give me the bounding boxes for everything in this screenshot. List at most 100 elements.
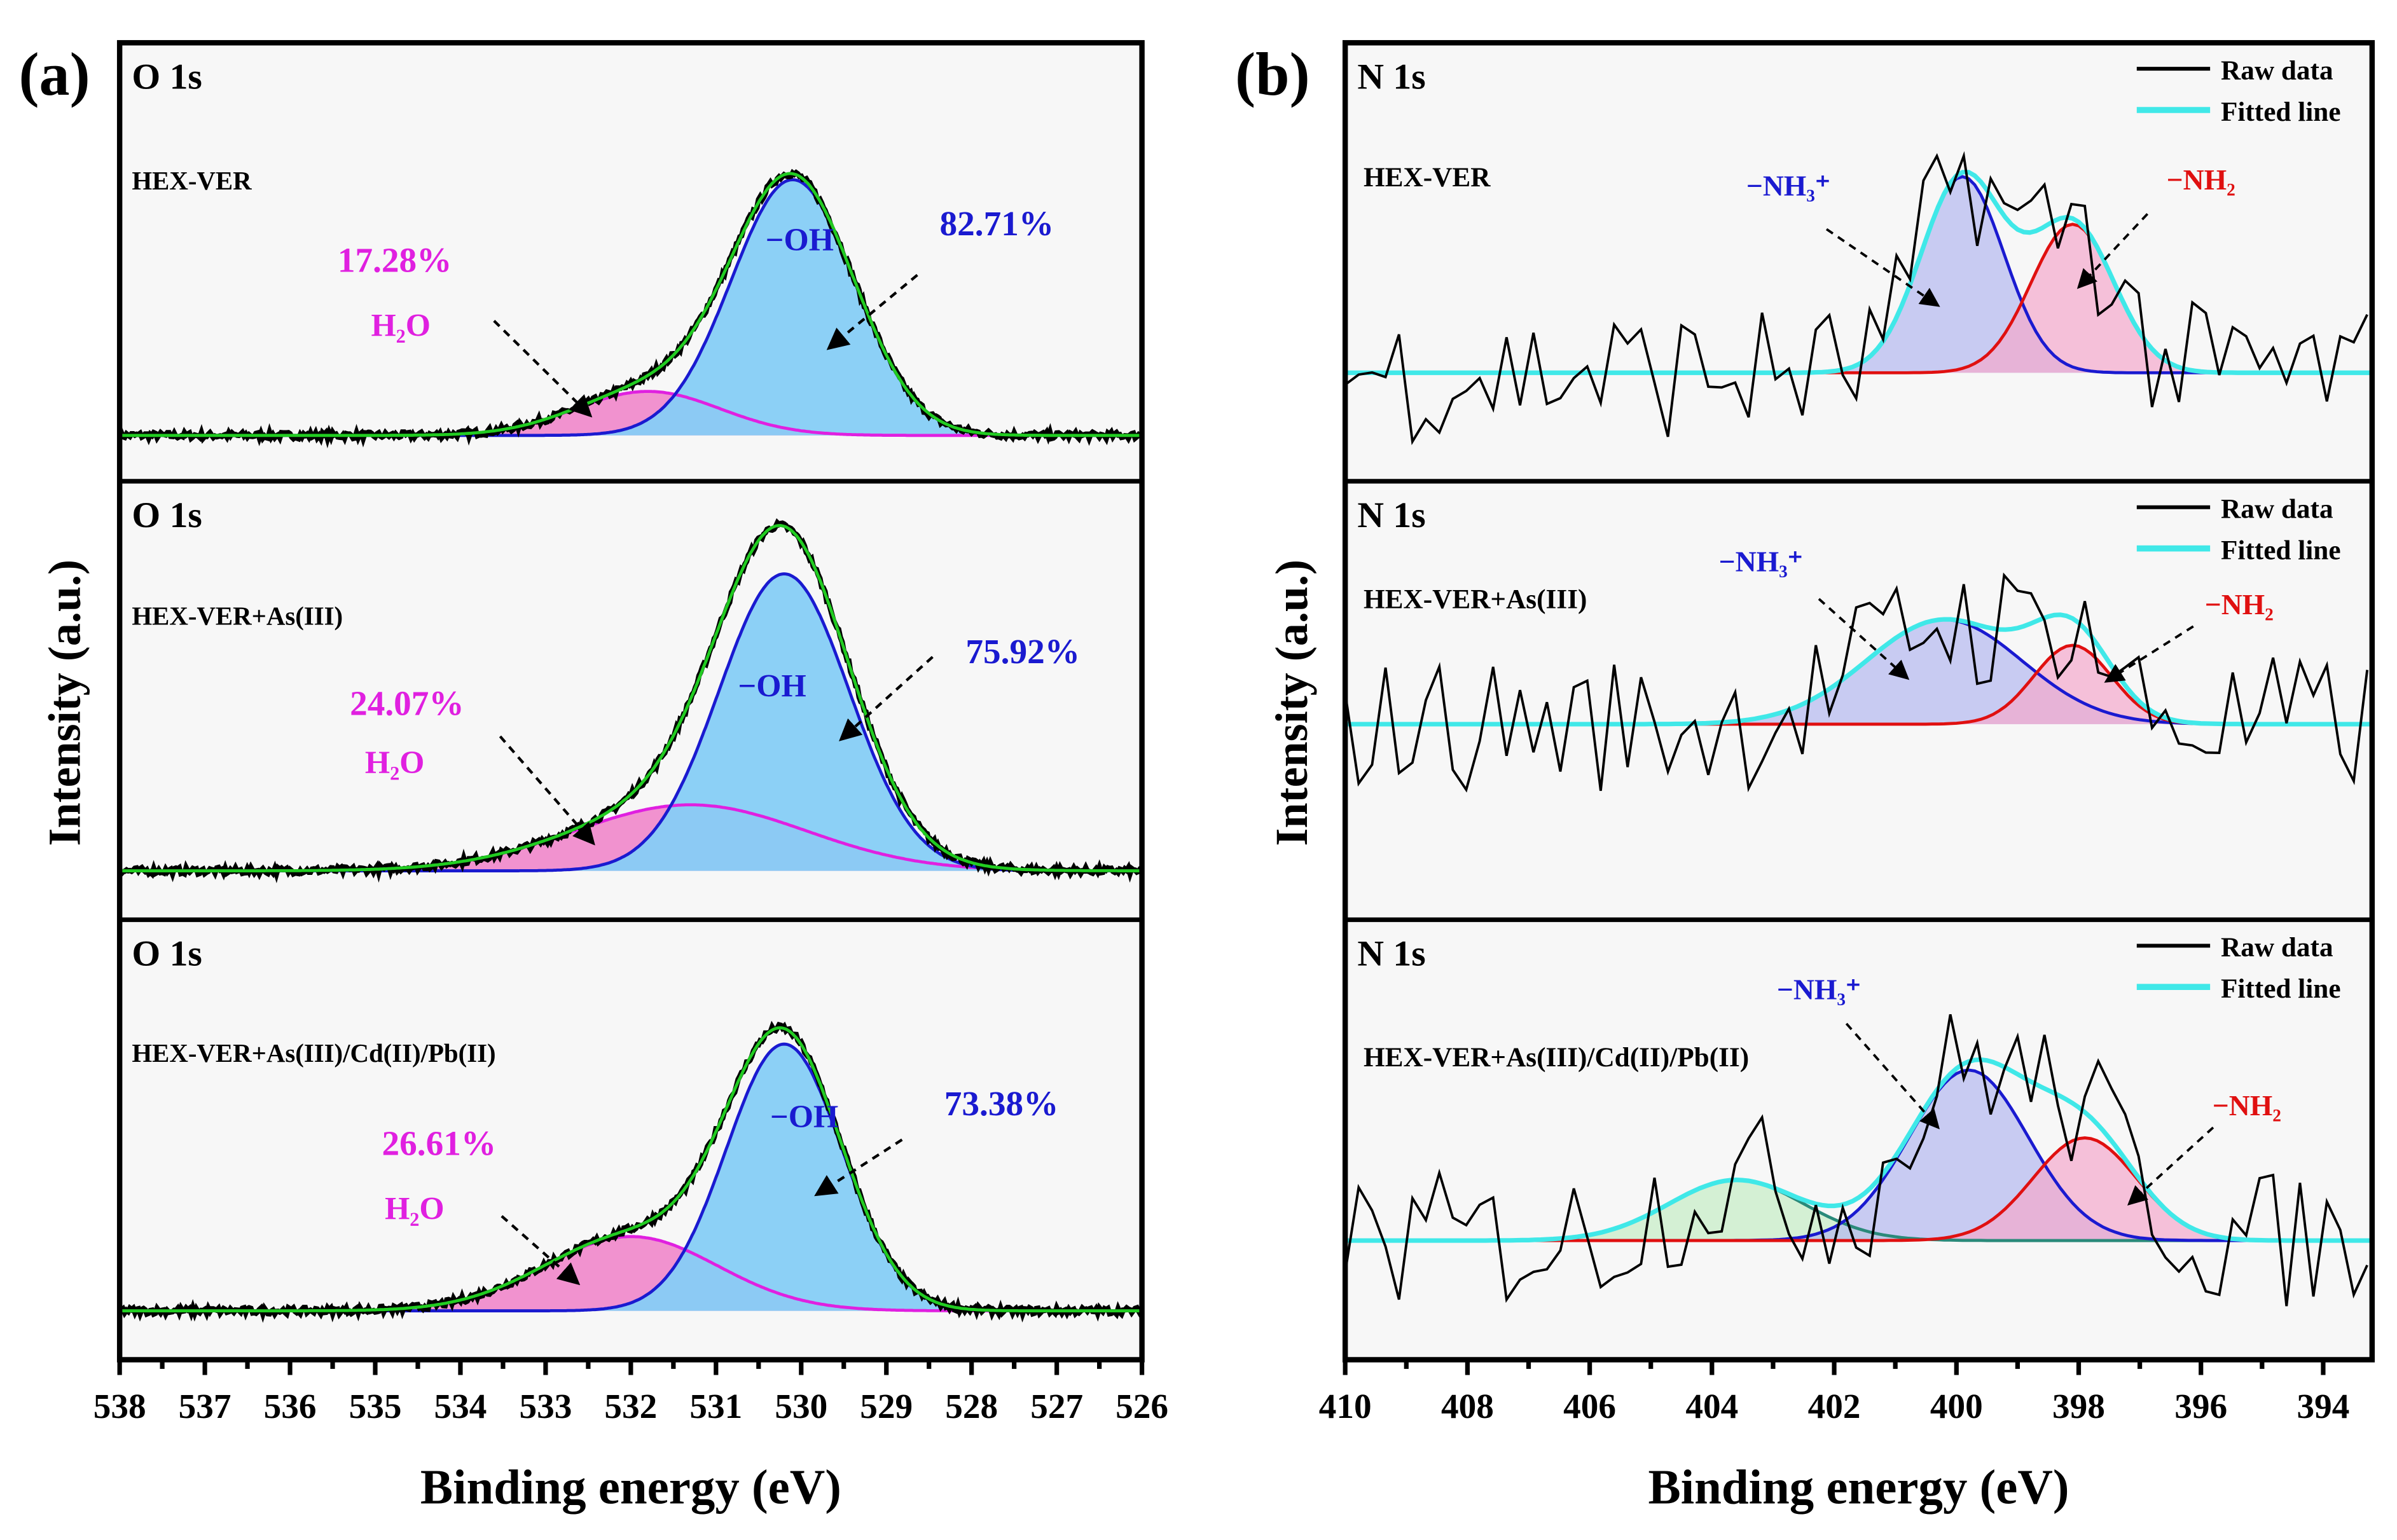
component-label-nh3: −NH₃⁺ bbox=[1746, 170, 1830, 202]
annotation-arrow bbox=[493, 320, 593, 418]
component-label-nh3: −NH₃⁺ bbox=[1777, 973, 1861, 1005]
sample-label: HEX-VER+As(III)/Cd(II)/Pb(II) bbox=[132, 1039, 495, 1068]
subplot-2: N 1s HEX-VER+As(III) −NH₃⁺ −NH₂ Raw data Fitt… bbox=[1344, 479, 2372, 793]
component-fill--NH2 bbox=[1345, 645, 2372, 724]
component-label-nh2: −NH₂ bbox=[2205, 588, 2274, 621]
panel-b: (b) N 1s HEX-VER −NH₃⁺ −NH₂ Raw data Fitted li… bbox=[1235, 40, 2375, 1514]
legend-label: Raw data bbox=[2221, 932, 2333, 963]
x-tick-label: 396 bbox=[2174, 1387, 2227, 1426]
fitted-line bbox=[120, 172, 1142, 437]
component-label: −OH bbox=[770, 1099, 838, 1134]
component-fill--NH2 bbox=[1345, 224, 2372, 373]
component-fill--OH bbox=[120, 574, 1142, 871]
subplot-title: N 1s bbox=[1357, 57, 1425, 97]
component-label: −OH bbox=[738, 668, 806, 704]
fitted-line bbox=[1345, 1057, 2372, 1243]
legend-label: Fitted line bbox=[2221, 97, 2341, 127]
panel-a: (a) O 1s HEX-VER 17.28% H₂O 82.71% −OH O 1s HEX-… bbox=[19, 40, 1168, 1514]
subplot-title: O 1s bbox=[132, 495, 202, 535]
panel-label: (a) bbox=[19, 40, 90, 108]
x-tick-label: 532 bbox=[604, 1387, 657, 1426]
percent-label: 82.71% bbox=[940, 204, 1054, 243]
annotation-arrow bbox=[2076, 213, 2149, 289]
panel-label: (b) bbox=[1235, 40, 1309, 108]
x-tick-label: 536 bbox=[264, 1387, 317, 1426]
raw-data-line bbox=[1344, 572, 2369, 793]
component-label: −OH bbox=[766, 222, 834, 258]
sample-label: HEX-VER bbox=[132, 167, 252, 195]
fitted-line bbox=[1345, 612, 2372, 727]
annotation-arrow bbox=[1845, 1022, 1940, 1130]
subplot-title: N 1s bbox=[1357, 495, 1425, 535]
fitted-line bbox=[120, 1026, 1142, 1312]
x-tick-label: 527 bbox=[1030, 1387, 1083, 1426]
annotation-arrow bbox=[839, 656, 934, 741]
component-label-nh3: −NH₃⁺ bbox=[1719, 546, 1803, 578]
x-tick-label: 534 bbox=[434, 1387, 487, 1426]
x-tick-label: 537 bbox=[179, 1387, 231, 1426]
x-tick-label: 404 bbox=[1685, 1387, 1738, 1426]
x-axis-label: Binding energy (eV) bbox=[1648, 1459, 2069, 1514]
percent-label: 26.61% bbox=[382, 1124, 497, 1163]
raw-data-line bbox=[1344, 1014, 2368, 1307]
x-tick-label: 533 bbox=[519, 1387, 572, 1426]
x-tick-label: 398 bbox=[2052, 1387, 2105, 1426]
annotation-arrow bbox=[2127, 1126, 2214, 1206]
component-fill-H2O bbox=[120, 1236, 1142, 1311]
legend: Raw data Fitted line bbox=[2136, 494, 2341, 565]
component-label-nh2: −NH₂ bbox=[2167, 163, 2235, 196]
component-label: H₂O bbox=[385, 1190, 445, 1226]
x-axis-label: Binding energy (eV) bbox=[420, 1459, 841, 1514]
legend-label: Raw data bbox=[2221, 494, 2333, 525]
legend-label: Fitted line bbox=[2221, 973, 2341, 1004]
annotation-arrow bbox=[499, 735, 595, 846]
x-tick-label: 402 bbox=[1808, 1387, 1861, 1426]
legend-label: Raw data bbox=[2221, 55, 2333, 86]
x-tick-label: 535 bbox=[349, 1387, 402, 1426]
x-tick-label: 531 bbox=[689, 1387, 742, 1426]
annotation-arrow bbox=[2104, 625, 2194, 683]
x-tick-label: 528 bbox=[945, 1387, 998, 1426]
x-tick-label: 406 bbox=[1563, 1387, 1616, 1426]
percent-label: 75.92% bbox=[965, 632, 1080, 671]
component-label: H₂O bbox=[371, 308, 431, 343]
legend: Raw data Fitted line bbox=[2136, 932, 2341, 1004]
y-axis-label: Intensity (a.u.) bbox=[39, 560, 90, 846]
subplot-2: O 1s HEX-VER+As(III) 24.07% H₂O 75.92% −OH bbox=[118, 479, 1143, 884]
subplot-3: N 1s HEX-VER+As(III)/Cd(II)/Pb(II) −NH₃⁺ −N… bbox=[1344, 917, 2372, 1307]
component-fill--NH3+ bbox=[1345, 619, 2372, 724]
subplot-3: O 1s HEX-VER+As(III)/Cd(II)/Pb(II) 26.61% H… bbox=[119, 917, 1145, 1323]
component-label: H₂O bbox=[365, 745, 425, 780]
subplot-title: N 1s bbox=[1357, 934, 1425, 974]
component-fill-H2O bbox=[120, 804, 1142, 871]
x-tick-label: 408 bbox=[1441, 1387, 1494, 1426]
legend-label: Fitted line bbox=[2221, 535, 2341, 565]
component-fill-H2O bbox=[120, 391, 1142, 436]
x-tick-label: 530 bbox=[775, 1387, 827, 1426]
plot-background bbox=[120, 43, 1142, 1360]
legend: Raw data Fitted line bbox=[2136, 55, 2341, 127]
sample-label: HEX-VER+As(III) bbox=[1364, 584, 1587, 614]
subplot-1: N 1s HEX-VER −NH₃⁺ −NH₂ Raw data Fitted line bbox=[1344, 55, 2372, 446]
subplot-1: O 1s HEX-VER 17.28% H₂O 82.71% −OH bbox=[117, 57, 1143, 449]
annotation-arrow bbox=[1825, 228, 1940, 307]
annotation-arrow bbox=[814, 1138, 903, 1197]
subplot-title: O 1s bbox=[132, 934, 202, 974]
sample-label: HEX-VER+As(III) bbox=[132, 602, 343, 631]
sample-label: HEX-VER+As(III)/Cd(II)/Pb(II) bbox=[1364, 1042, 1749, 1073]
fitted-line bbox=[1345, 170, 2372, 375]
annotation-arrow bbox=[826, 273, 918, 350]
x-tick-label: 394 bbox=[2297, 1387, 2350, 1426]
component-label-nh2: −NH₂ bbox=[2213, 1089, 2281, 1122]
fitted-line bbox=[120, 524, 1142, 872]
plot-frame bbox=[1342, 40, 2375, 1363]
x-tick-label: 410 bbox=[1319, 1387, 1372, 1426]
subplot-title: O 1s bbox=[132, 57, 202, 97]
annotation-arrow bbox=[1818, 598, 1910, 680]
percent-label: 73.38% bbox=[944, 1084, 1059, 1123]
component-fill--NH2 bbox=[1345, 1138, 2372, 1241]
percent-label: 17.28% bbox=[338, 241, 452, 280]
raw-data-line bbox=[1344, 151, 2368, 446]
x-tick-label: 538 bbox=[93, 1387, 146, 1426]
